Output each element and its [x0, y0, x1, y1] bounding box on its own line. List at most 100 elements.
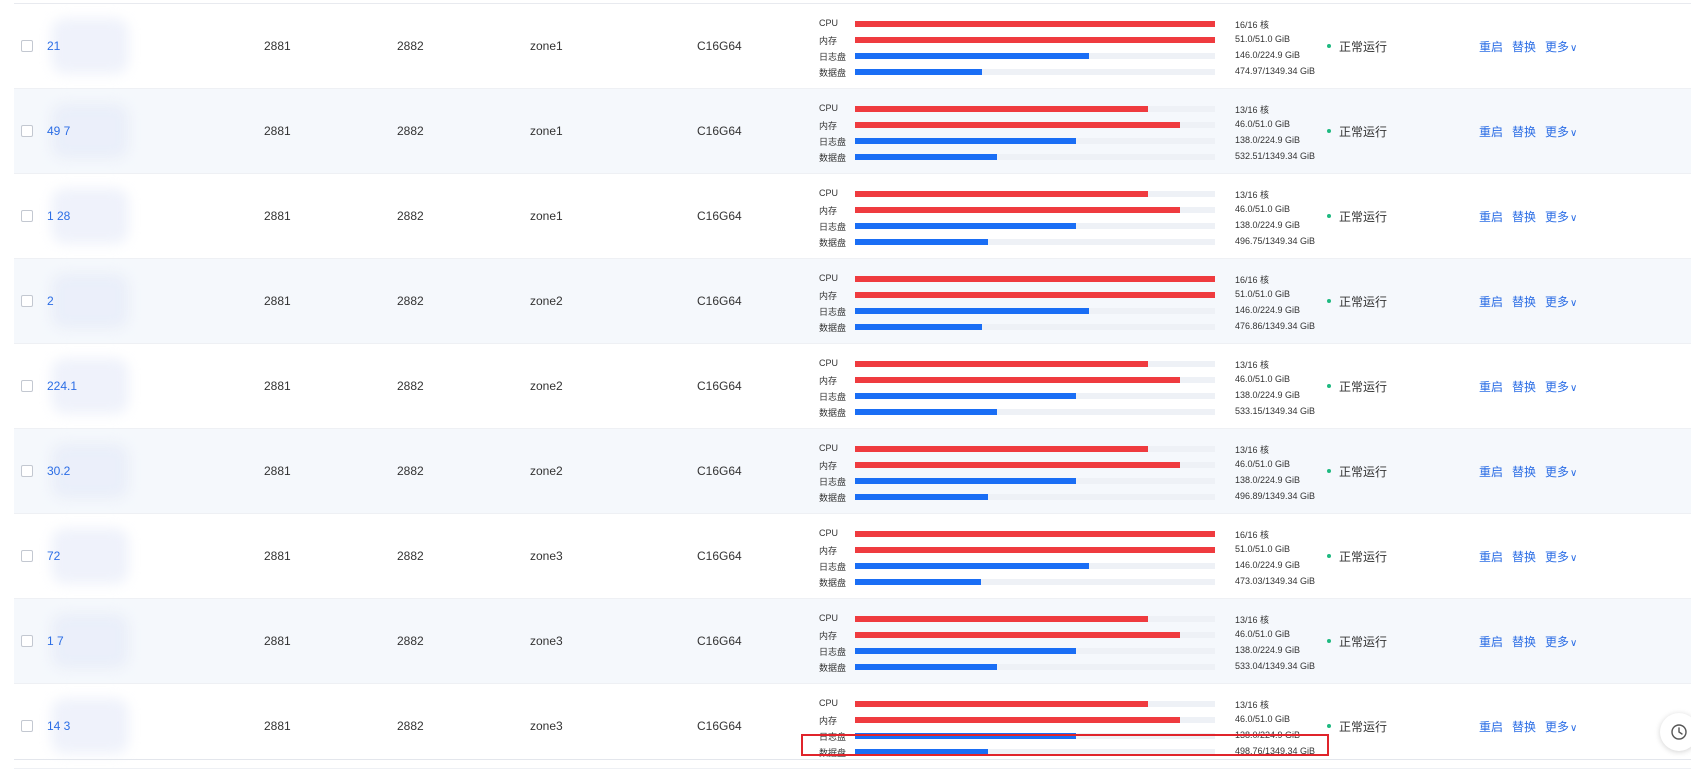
ip-text: 2 [47, 294, 54, 308]
log-disk-value: 146.0/224.9 GiB [1235, 305, 1301, 315]
data-disk-bar-fill [855, 239, 988, 245]
cpu-value: 16/16 核 [1235, 530, 1270, 540]
replace-button[interactable]: 替换 [1512, 209, 1537, 224]
memory-usage: 内存 46.0/51.0 GiB [819, 372, 1339, 388]
cpu-bar-track [855, 21, 1215, 27]
ip-link[interactable]: 14 3 [47, 684, 147, 768]
memory-bar-fill [855, 547, 1215, 553]
sql-port: 2881 [264, 209, 291, 223]
row-checkbox[interactable] [21, 380, 33, 392]
replace-button[interactable]: 替换 [1512, 39, 1537, 54]
status-badge: 正常运行 [1327, 4, 1387, 88]
cpu-usage: CPU 16/16 核 [819, 271, 1339, 287]
more-dropdown[interactable]: 更多∨ [1545, 548, 1577, 565]
data-disk-bar-track [855, 749, 1215, 755]
ip-link[interactable]: 21 [47, 4, 147, 88]
ip-link[interactable]: 49 7 [47, 89, 147, 173]
row-checkbox[interactable] [21, 210, 33, 222]
row-checkbox[interactable] [21, 635, 33, 647]
row-checkbox[interactable] [21, 550, 33, 562]
history-button[interactable] [1660, 713, 1691, 751]
restart-button[interactable]: 重启 [1479, 124, 1504, 139]
log-disk-bar-track [855, 223, 1215, 229]
spec: C16G64 [697, 634, 742, 648]
more-dropdown[interactable]: 更多∨ [1545, 633, 1577, 650]
data-disk-usage: 数据盘 496.75/1349.34 GiB [819, 234, 1339, 250]
log-disk-label: 日志盘 [819, 392, 847, 402]
cpu-usage: CPU 16/16 核 [819, 526, 1339, 542]
data-disk-usage: 数据盘 533.04/1349.34 GiB [819, 659, 1339, 675]
restart-button[interactable]: 重启 [1479, 719, 1504, 734]
more-dropdown[interactable]: 更多∨ [1545, 463, 1577, 480]
resource-usage: CPU 13/16 核内存 46.0/51.0 GiB 日志盘 138.0/224.9 … [819, 101, 1339, 165]
replace-button[interactable]: 替换 [1512, 294, 1537, 309]
row-checkbox[interactable] [21, 40, 33, 52]
cpu-label: CPU [819, 103, 839, 113]
log-disk-bar-track [855, 648, 1215, 654]
more-dropdown[interactable]: 更多∨ [1545, 123, 1577, 140]
log-disk-bar-track [855, 563, 1215, 569]
memory-bar-track [855, 122, 1215, 128]
status-badge: 正常运行 [1327, 89, 1387, 173]
memory-value: 46.0/51.0 GiB [1235, 119, 1291, 129]
highlight-box [801, 734, 1329, 756]
cpu-usage: CPU 13/16 核 [819, 696, 1339, 712]
replace-button[interactable]: 替换 [1512, 634, 1537, 649]
table-row: 14 3 2881 2882 zone3 C16G64 CPU 13/16 核内存 46.0/… [14, 684, 1691, 769]
replace-button[interactable]: 替换 [1512, 379, 1537, 394]
restart-button[interactable]: 重启 [1479, 294, 1504, 309]
more-dropdown[interactable]: 更多∨ [1545, 208, 1577, 225]
status-badge: 正常运行 [1327, 429, 1387, 513]
memory-label: 内存 [819, 206, 838, 216]
row-checkbox[interactable] [21, 125, 33, 137]
row-checkbox[interactable] [21, 295, 33, 307]
restart-button[interactable]: 重启 [1479, 209, 1504, 224]
replace-button[interactable]: 替换 [1512, 549, 1537, 564]
more-dropdown[interactable]: 更多∨ [1545, 718, 1577, 735]
more-dropdown[interactable]: 更多∨ [1545, 378, 1577, 395]
chevron-down-icon: ∨ [1570, 637, 1578, 649]
cpu-bar-fill [855, 361, 1148, 367]
data-disk-bar-track [855, 409, 1215, 415]
cpu-usage: CPU 13/16 核 [819, 441, 1339, 457]
status-dot-icon [1327, 129, 1331, 133]
data-disk-label: 数据盘 [819, 238, 847, 248]
ip-link[interactable]: 224.1 [47, 344, 147, 428]
replace-button[interactable]: 替换 [1512, 464, 1537, 479]
ip-text: 21 [47, 39, 61, 53]
data-disk-label: 数据盘 [819, 748, 847, 758]
restart-button[interactable]: 重启 [1479, 39, 1504, 54]
row-actions: 重启 替换 更多∨ [1479, 344, 1577, 428]
row-checkbox[interactable] [21, 465, 33, 477]
ip-link[interactable]: 2 [47, 259, 147, 343]
ip-link[interactable]: 30.2 [47, 429, 147, 513]
restart-button[interactable]: 重启 [1479, 379, 1504, 394]
sql-port: 2881 [264, 549, 291, 563]
sql-port: 2881 [264, 464, 291, 478]
log-disk-value: 146.0/224.9 GiB [1235, 50, 1301, 60]
status-dot-icon [1327, 384, 1331, 388]
data-disk-usage: 数据盘 496.89/1349.34 GiB [819, 489, 1339, 505]
restart-button[interactable]: 重启 [1479, 549, 1504, 564]
ip-link[interactable]: 1 7 [47, 599, 147, 683]
more-dropdown[interactable]: 更多∨ [1545, 38, 1577, 55]
zone: zone2 [530, 294, 563, 308]
row-checkbox[interactable] [21, 720, 33, 732]
replace-button[interactable]: 替换 [1512, 719, 1537, 734]
ip-link[interactable]: 72 [47, 514, 147, 598]
restart-button[interactable]: 重启 [1479, 464, 1504, 479]
row-actions: 重启 替换 更多∨ [1479, 4, 1577, 88]
log-disk-label: 日志盘 [819, 307, 847, 317]
log-disk-value: 138.0/224.9 GiB [1235, 220, 1301, 230]
data-disk-value: 474.97/1349.34 GiB [1235, 66, 1316, 76]
cpu-usage: CPU 13/16 核 [819, 356, 1339, 372]
table-row: 30.2 2881 2882 zone2 C16G64 CPU 13/16 核内存 46.0/… [14, 429, 1691, 514]
log-disk-value: 138.0/224.9 GiB [1235, 475, 1301, 485]
zone: zone2 [530, 464, 563, 478]
cpu-bar-fill [855, 531, 1215, 537]
restart-button[interactable]: 重启 [1479, 634, 1504, 649]
status-badge: 正常运行 [1327, 684, 1387, 768]
replace-button[interactable]: 替换 [1512, 124, 1537, 139]
more-dropdown[interactable]: 更多∨ [1545, 293, 1577, 310]
ip-link[interactable]: 1 28 [47, 174, 147, 258]
